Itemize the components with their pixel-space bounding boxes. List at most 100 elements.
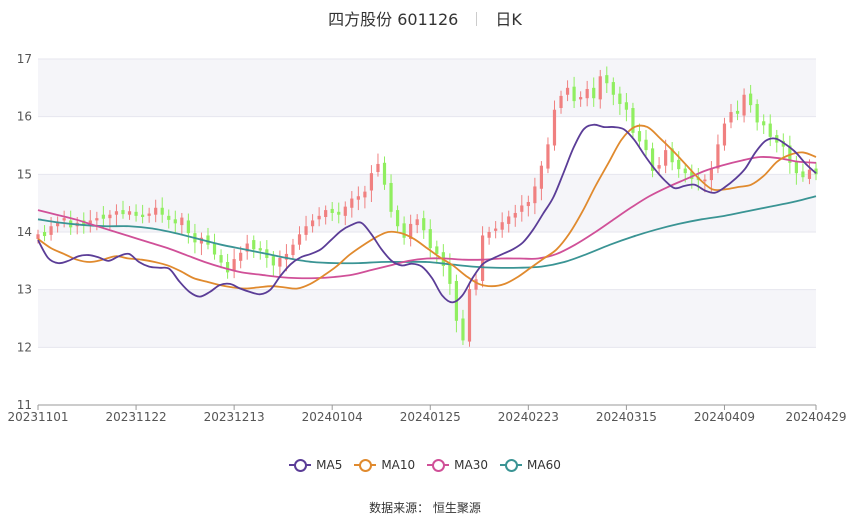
candle-body	[742, 94, 746, 116]
candle-body	[500, 222, 504, 230]
candle-body	[363, 191, 367, 198]
candle-body	[572, 86, 576, 102]
candle-body	[801, 171, 805, 178]
candles	[36, 66, 818, 347]
legend-label: MA5	[316, 458, 343, 472]
candle-body	[703, 179, 707, 182]
y-tick-label: 13	[17, 283, 32, 297]
ma5-line	[37, 123, 817, 304]
y-tick-label: 17	[17, 52, 32, 66]
legend-item[interactable]: MA60	[500, 458, 561, 472]
gridlines	[38, 58, 816, 406]
candle-body	[317, 215, 321, 220]
legend-label: MA60	[527, 458, 561, 472]
ma30-line	[37, 156, 817, 280]
candle-body	[121, 210, 125, 215]
y-tick-label: 16	[17, 110, 32, 124]
ma10-line	[37, 124, 817, 290]
candle-body	[271, 256, 275, 266]
candle-body	[559, 95, 563, 109]
candle-body	[474, 279, 478, 290]
candle-body	[134, 211, 138, 216]
candle-body	[624, 102, 629, 110]
candle-body	[494, 228, 498, 231]
y-tick-label: 14	[17, 225, 32, 239]
candle-body	[114, 211, 119, 215]
candle-body	[709, 168, 713, 181]
candle-body	[749, 93, 753, 106]
candle-body	[579, 97, 583, 100]
plot-band	[38, 289, 816, 348]
candle-body	[56, 221, 60, 227]
candle-body	[343, 206, 347, 216]
candle-body	[533, 186, 537, 204]
candle-body	[415, 219, 419, 226]
candle-body	[147, 213, 151, 216]
candle-body	[232, 259, 236, 272]
data-source: 数据来源： 恒生聚源	[369, 501, 481, 515]
candle-body	[618, 93, 622, 104]
candle-body	[409, 223, 413, 239]
candle-body	[467, 289, 472, 342]
candle-body	[186, 220, 190, 234]
ma60-line	[37, 195, 817, 269]
stock-title: 四方股份 601126	[328, 10, 459, 29]
legend-item[interactable]: MA10	[354, 458, 415, 472]
candle-body	[239, 252, 243, 261]
x-tick-label: 20240104	[302, 410, 363, 424]
y-tick-label: 12	[17, 340, 32, 354]
candle-body	[88, 220, 92, 224]
candle-body	[369, 173, 374, 191]
candle-body	[219, 255, 223, 263]
candle-body	[160, 207, 164, 215]
legend-item[interactable]: MA5	[289, 458, 342, 472]
candle-body	[297, 234, 302, 245]
legend-marker-icon	[427, 459, 450, 472]
candle-body	[526, 202, 530, 207]
candle-body	[755, 103, 759, 123]
candle-body	[598, 76, 602, 100]
candle-body	[402, 223, 406, 238]
x-axis: 20231101 20231122 20231213 20240104 20240125…	[7, 405, 847, 424]
candle-body	[520, 205, 524, 212]
candle-body	[716, 144, 720, 169]
candle-body	[376, 163, 380, 173]
x-tick-label: 20240315	[596, 410, 657, 424]
candle-body	[337, 211, 341, 215]
candle-body	[62, 218, 66, 221]
legend-item[interactable]: MA30	[427, 458, 488, 472]
candle-body	[422, 218, 426, 231]
candle-body	[350, 198, 354, 208]
candle-body	[141, 214, 145, 218]
candle-body	[650, 148, 655, 171]
y-axis: 11 12 13 14 15 16 17	[17, 52, 32, 412]
candle-body	[513, 212, 517, 218]
plot-bands	[38, 59, 816, 348]
candle-body	[585, 88, 589, 99]
candle-body	[552, 109, 557, 146]
legend-marker-icon	[289, 459, 312, 472]
candle-body	[539, 165, 544, 189]
candle-body	[154, 207, 158, 215]
candle-body	[42, 232, 47, 237]
candle-body	[814, 168, 818, 175]
candle-body	[36, 234, 40, 239]
candle-body	[565, 87, 570, 95]
candle-body	[807, 169, 812, 179]
candle-body	[768, 123, 772, 137]
x-tick-label: 20231122	[106, 410, 167, 424]
candle-body	[225, 261, 230, 273]
candle-body	[304, 226, 308, 235]
candle-body	[356, 196, 360, 200]
candle-body	[735, 110, 740, 114]
x-tick-label: 20231213	[204, 410, 265, 424]
legend-marker-icon	[354, 459, 377, 472]
candle-body	[101, 214, 105, 219]
candle-body	[664, 150, 668, 166]
candle-body	[167, 215, 171, 220]
candle-body	[428, 229, 432, 249]
candle-body	[644, 139, 648, 151]
candle-body	[670, 148, 674, 163]
candle-body	[382, 162, 387, 185]
